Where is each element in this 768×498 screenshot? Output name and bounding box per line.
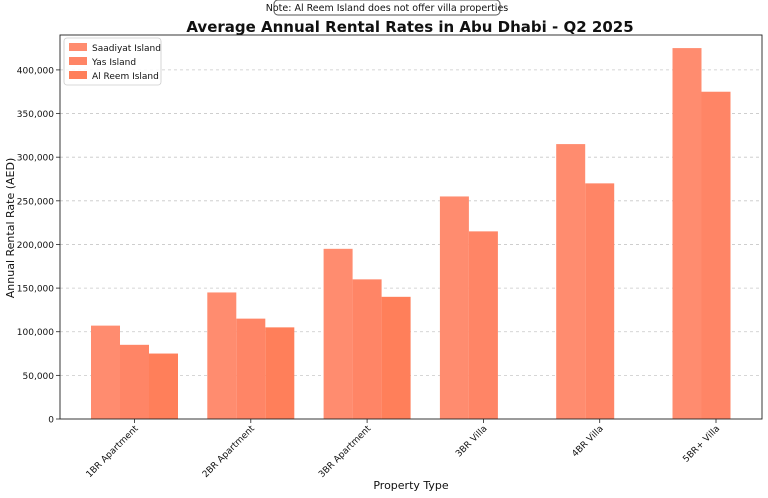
bar — [120, 344, 149, 419]
bar — [672, 48, 702, 419]
y-tick-label: 250,000 — [17, 197, 54, 207]
chart-note: Note: Al Reem Island does not offer vill… — [266, 3, 509, 14]
y-tick-label: 50,000 — [23, 372, 55, 382]
x-axis-label: Property Type — [373, 479, 449, 492]
y-tick-label: 100,000 — [17, 328, 54, 338]
y-tick-label: 300,000 — [17, 154, 54, 164]
bar — [207, 292, 237, 419]
note-box: Note: Al Reem Island does not offer vill… — [266, 0, 509, 16]
y-axis-label: Annual Rental Rate (AED) — [4, 158, 17, 298]
bar — [701, 91, 731, 420]
x-tick-label: 3BR Apartment — [317, 424, 373, 480]
plot-frame — [59, 34, 763, 420]
bar — [149, 353, 178, 419]
legend-label: Yas Island — [91, 58, 136, 68]
y-tick-label: 150,000 — [17, 285, 54, 295]
x-tick-label: 4BR Villa — [570, 424, 605, 459]
x-tick-label: 1BR Apartment — [85, 424, 141, 480]
y-tick-label: 400,000 — [17, 66, 54, 76]
gridlines — [60, 69, 762, 376]
x-tick-label: 2BR Apartment — [201, 424, 257, 480]
x-tick-label: 5BR+ Villa — [681, 424, 722, 465]
legend-swatch — [69, 43, 87, 51]
legend-swatch — [69, 57, 87, 65]
bar — [91, 325, 120, 419]
legend-label: Saadiyat Island — [92, 44, 161, 54]
chart-title: Average Annual Rental Rates in Abu Dhabi… — [186, 18, 633, 36]
bars-group — [91, 48, 731, 420]
x-tick-label: 3BR Villa — [454, 424, 489, 459]
legend: Saadiyat Island Yas Island Al Reem Island — [63, 37, 162, 86]
bar — [236, 318, 266, 419]
legend-label: Al Reem Island — [92, 72, 159, 82]
bar — [352, 279, 382, 419]
axes — [59, 34, 763, 420]
legend-swatch — [69, 71, 87, 79]
x-axis-ticks: 1BR Apartment 2BR Apartment 3BR Apartment 3… — [85, 419, 722, 480]
bar — [556, 144, 586, 419]
bar — [439, 196, 469, 419]
legend-box — [63, 37, 162, 86]
y-axis-ticks: 0 50,000 100,000 150,000 200,000 250,000 300,0… — [17, 66, 60, 426]
y-tick-label: 0 — [48, 416, 54, 426]
bar — [468, 231, 498, 419]
y-tick-label: 200,000 — [17, 241, 54, 251]
bar — [265, 327, 295, 419]
bar — [323, 248, 353, 419]
y-tick-label: 350,000 — [17, 110, 54, 120]
bar — [381, 296, 411, 419]
bar — [585, 183, 615, 419]
